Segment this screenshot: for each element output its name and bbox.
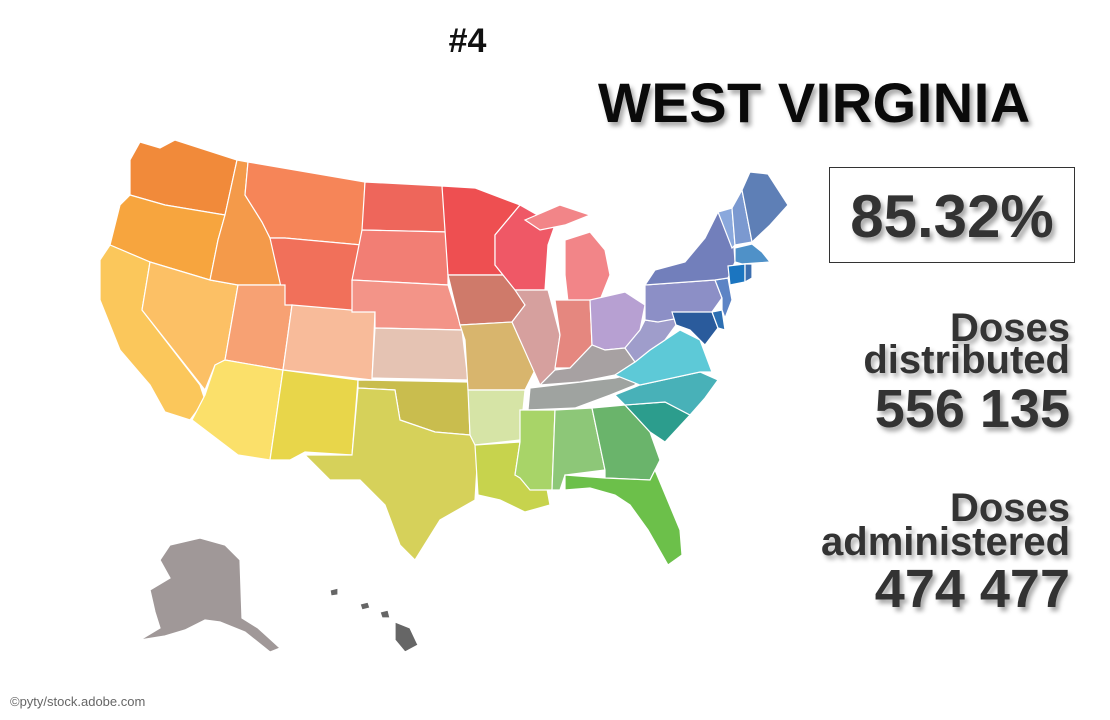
state-arkansas xyxy=(467,389,526,446)
state-florida xyxy=(564,468,683,566)
state-kentucky xyxy=(538,344,636,386)
state-title: WEST VIRGINIA xyxy=(598,71,1031,134)
doses-distributed-value: 556 135 xyxy=(874,379,1070,439)
state-hawaii xyxy=(329,587,419,653)
state-rhode-island xyxy=(744,263,753,284)
percent-value: 85.32% xyxy=(850,183,1054,250)
state-texas xyxy=(303,387,479,561)
state-north-dakota xyxy=(361,181,449,233)
state-massachusetts xyxy=(734,243,772,265)
state-maine xyxy=(741,171,789,244)
state-michigan xyxy=(523,204,611,303)
state-kansas xyxy=(371,327,469,381)
rank-label: #4 xyxy=(448,22,487,60)
doses-administered-label-line1: Doses xyxy=(949,486,1070,530)
state-connecticut xyxy=(727,263,746,286)
state-new-york xyxy=(643,211,736,286)
doses-administered-value: 474 477 xyxy=(874,559,1070,619)
state-south-dakota xyxy=(351,229,449,286)
state-mississippi xyxy=(514,409,556,491)
image-credit: ©pyty/stock.adobe.com xyxy=(10,694,146,709)
state-colorado xyxy=(282,304,376,381)
doses-administered-label-line2: administered xyxy=(821,520,1070,564)
doses-distributed-label-line1: Doses xyxy=(949,306,1070,350)
percent-box: 85.32% xyxy=(829,167,1075,263)
state-alaska xyxy=(139,537,282,653)
doses-distributed-label-line2: distributed xyxy=(863,338,1070,382)
state-delaware xyxy=(711,309,726,331)
state-new-mexico xyxy=(269,369,359,461)
